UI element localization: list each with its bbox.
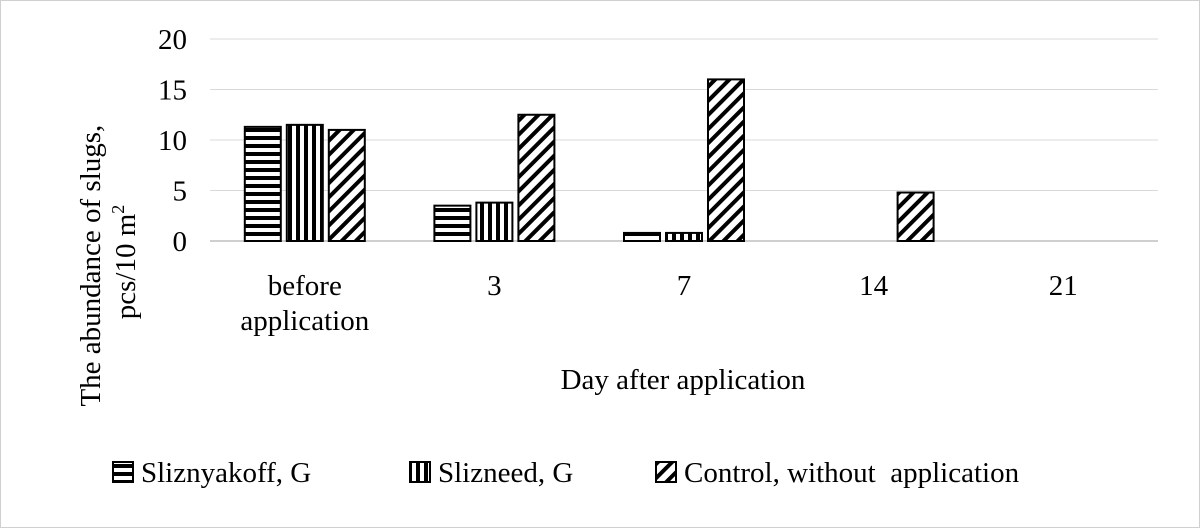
bar: [327, 128, 366, 242]
legend-label: Slizneed, G: [438, 457, 573, 489]
x-tick-label: 14: [859, 270, 889, 302]
x-tick-labels: before application 3 7 14 21: [240, 270, 1077, 337]
legend: Sliznyakoff, G Slizneed, G Control, withou…: [112, 457, 1020, 489]
y-axis-title-superscript: 2: [108, 205, 128, 214]
bar: [707, 78, 745, 243]
x-tick-label: 7: [677, 270, 692, 302]
y-tick-label: 0: [173, 226, 188, 258]
y-axis-title: The abundance of slugs, pcs/10 m2: [75, 117, 142, 406]
x-tick-label: 3: [487, 270, 502, 302]
bar: [623, 231, 661, 242]
bar: [896, 191, 935, 243]
y-tick-label: 20: [158, 24, 187, 56]
legend-label: Sliznyakoff, G: [141, 457, 311, 489]
y-tick-label: 5: [173, 176, 188, 208]
x-axis-title: Day after application: [561, 364, 806, 396]
y-axis-title-line2: pcs/10 m: [110, 213, 142, 319]
bar: [665, 231, 703, 242]
bar: [285, 123, 324, 242]
legend-swatch: [409, 461, 431, 483]
legend-swatch: [655, 461, 677, 483]
y-tick-label: 15: [158, 75, 187, 107]
x-tick-label: 21: [1049, 270, 1078, 302]
legend-swatch: [112, 461, 134, 483]
bar: [433, 204, 472, 242]
y-axis-title-line1: The abundance of slugs,: [75, 125, 107, 407]
bar: [517, 113, 556, 242]
legend-label: Control, without application: [684, 457, 1020, 489]
y-tick-label: 10: [158, 125, 187, 157]
bars: [243, 78, 935, 243]
bar: [475, 201, 514, 242]
bar: [243, 125, 282, 242]
x-tick-label: before application: [240, 270, 369, 337]
y-tick-labels: 0 5 10 15 20: [158, 24, 187, 258]
